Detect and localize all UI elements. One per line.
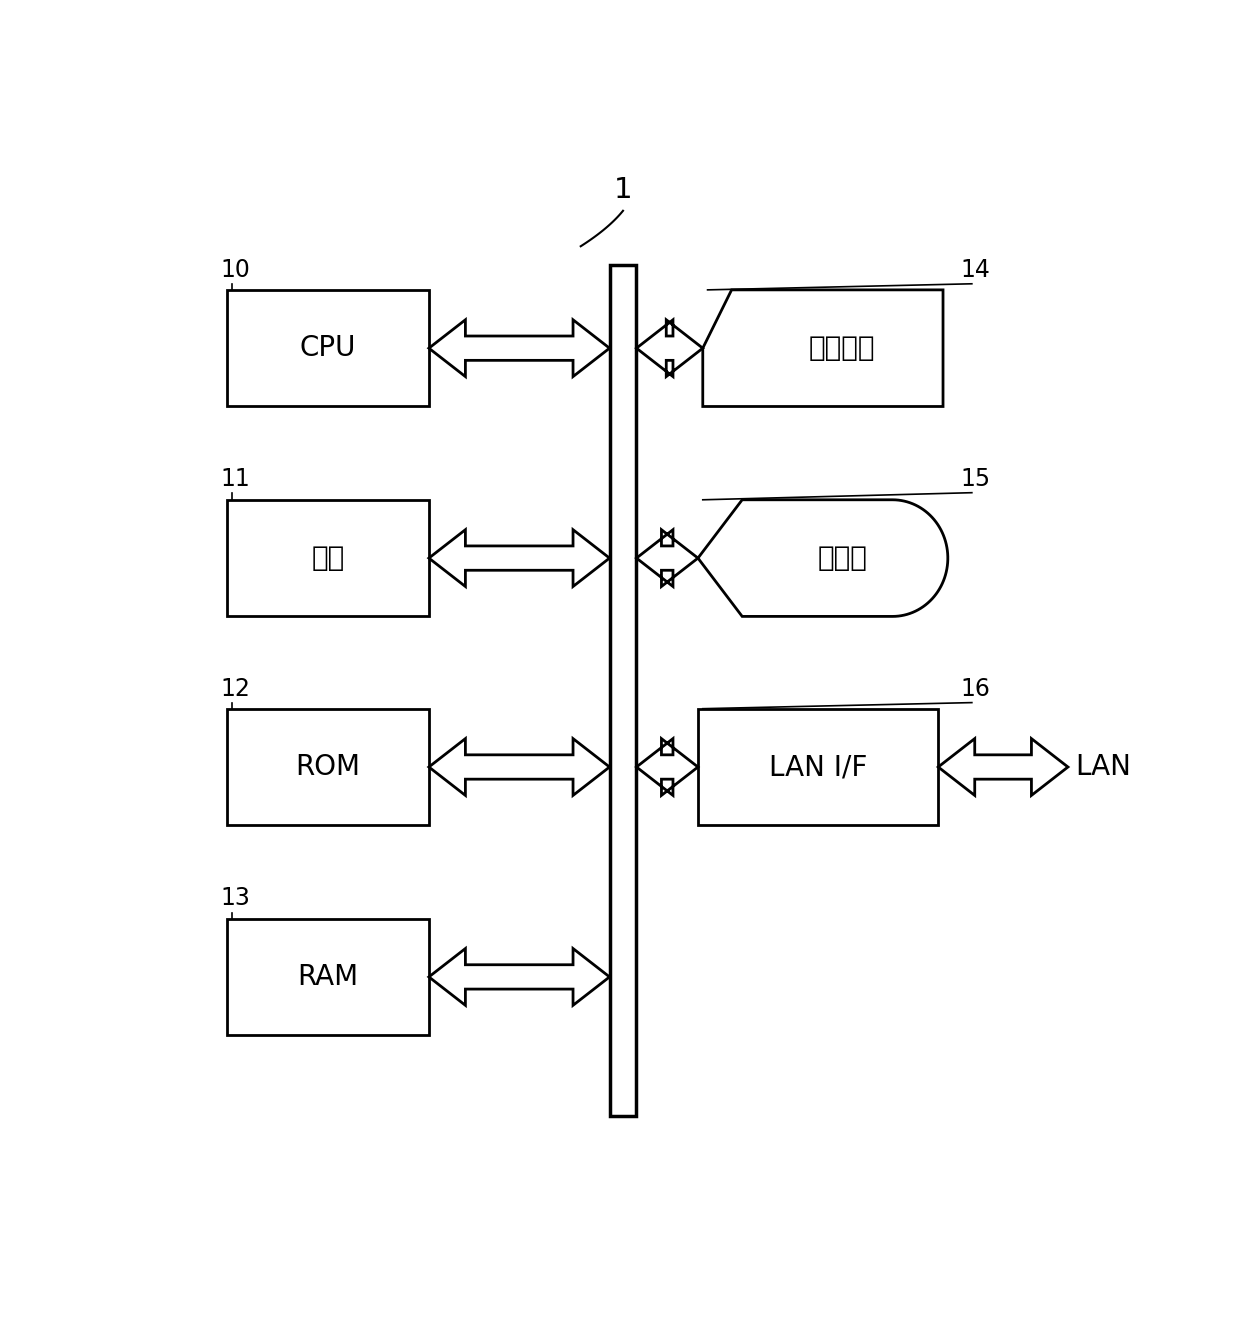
Polygon shape: [636, 739, 698, 795]
Text: 10: 10: [221, 258, 250, 282]
Text: 12: 12: [221, 677, 250, 701]
Bar: [227, 919, 429, 1035]
Bar: [227, 499, 429, 616]
Text: 13: 13: [221, 886, 250, 910]
Bar: [610, 265, 636, 1117]
Bar: [227, 290, 429, 407]
Polygon shape: [429, 529, 610, 586]
Text: 11: 11: [221, 466, 250, 491]
Polygon shape: [703, 290, 942, 407]
Text: LAN I/F: LAN I/F: [769, 753, 867, 781]
Polygon shape: [698, 499, 947, 616]
Text: 硬盘: 硬盘: [311, 544, 345, 572]
Polygon shape: [636, 529, 698, 586]
Text: LAN: LAN: [1075, 753, 1132, 781]
Bar: [227, 709, 429, 826]
Text: CPU: CPU: [300, 335, 356, 362]
Polygon shape: [636, 320, 703, 377]
Polygon shape: [429, 739, 610, 795]
Text: 14: 14: [960, 258, 991, 282]
Text: 显示器: 显示器: [818, 544, 868, 572]
Bar: [698, 709, 939, 826]
Text: 16: 16: [960, 677, 991, 701]
Polygon shape: [429, 948, 610, 1005]
Text: 15: 15: [960, 466, 991, 491]
Text: RAM: RAM: [298, 963, 358, 990]
Polygon shape: [429, 320, 610, 377]
Text: 输入装置: 输入装置: [808, 335, 875, 362]
Text: ROM: ROM: [295, 753, 361, 781]
Polygon shape: [939, 739, 1068, 795]
Text: 1: 1: [614, 175, 632, 204]
